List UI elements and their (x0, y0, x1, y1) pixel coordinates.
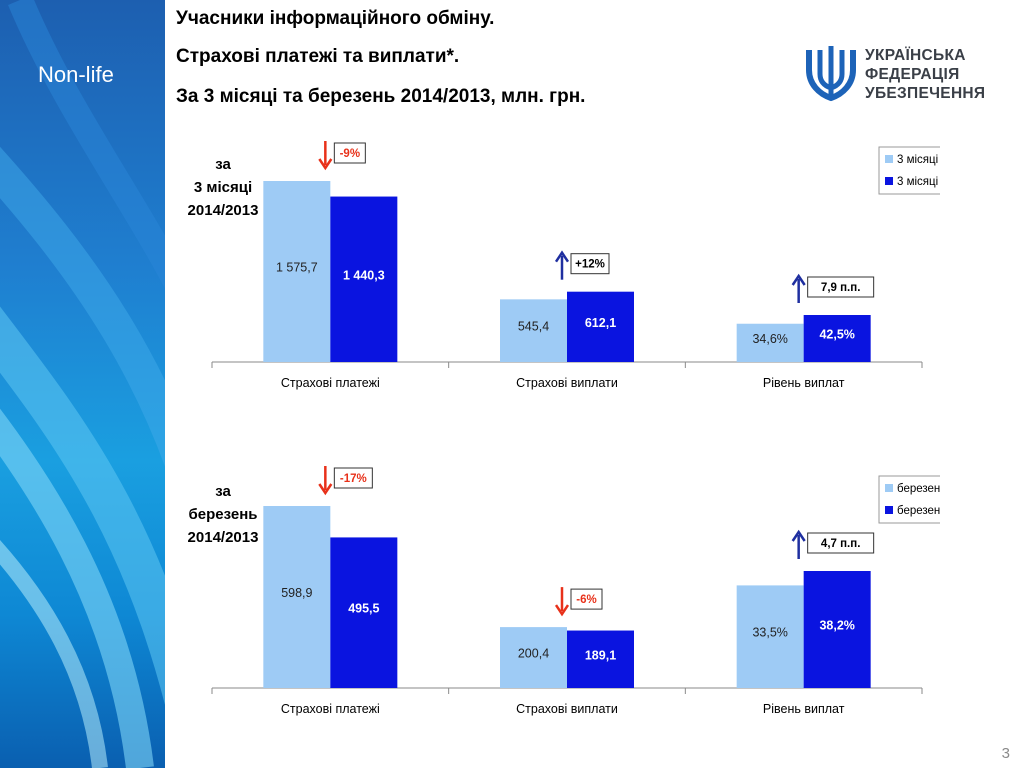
title-line-1: Учасники інформаційного обміну. (176, 8, 495, 29)
arrow-up-head-icon (791, 273, 806, 286)
bar (500, 627, 567, 688)
change-label: +12% (575, 259, 605, 271)
logo-text-line: УБЕЗПЕЧЕННЯ (865, 85, 986, 102)
data-label: 1 440,3 (343, 268, 385, 282)
legend-box (878, 146, 940, 195)
bar (500, 299, 567, 362)
change-box (570, 588, 603, 610)
chart-3-months-svg: Страхові платежі 1 575,7 1 440,3 -9% Страхов… (211, 141, 940, 390)
legend-box (878, 475, 940, 524)
data-label: 189,1 (585, 648, 616, 662)
bar (803, 571, 871, 688)
data-label: 598,9 (281, 586, 312, 600)
legend-swatch (885, 155, 893, 163)
title-line-3: За 3 місяці та березень 2014/2013, млн. … (176, 86, 586, 107)
arrow-up-head-icon (554, 250, 570, 263)
change-label: 4,7 п.п. (821, 538, 860, 550)
period-label-line: за (215, 156, 231, 173)
section-label: Non-life (38, 62, 114, 87)
data-label: 33,5% (752, 626, 787, 640)
bar (736, 585, 804, 688)
change-box (807, 532, 875, 554)
category-label: Страхові виплати (516, 702, 618, 716)
change-label: -9% (340, 148, 360, 160)
sidebar-decoration: Non-life (0, 0, 165, 768)
arrow-down-head-icon (318, 483, 333, 496)
bar (263, 506, 331, 688)
period-label-line: 2014/2013 (187, 202, 259, 219)
arrow-up-head-icon (791, 529, 806, 542)
legend-swatch (885, 177, 893, 185)
change-box (807, 276, 875, 298)
page-number: 3 (1001, 745, 1010, 762)
period-label-march: за березень 2014/2013 (180, 480, 266, 549)
legend-swatch (885, 484, 893, 492)
bar (567, 291, 634, 362)
change-label: 7,9 п.п. (821, 282, 860, 294)
category-label: Рівень виплат (763, 702, 845, 716)
chart-march-svg: Страхові платежі 598,9 495,5 -17% Страхові в… (211, 466, 940, 716)
change-box (570, 253, 610, 275)
logo-text: УКРАЇНСЬКА ФЕДЕРАЦІЯ УБЕЗПЕЧЕННЯ (865, 46, 985, 103)
category-label: Страхові платежі (281, 702, 380, 716)
change-label: -17% (340, 473, 367, 485)
data-label: 34,6% (752, 332, 787, 346)
category-label: Рівень виплат (763, 376, 845, 390)
data-label: 42,5% (819, 328, 854, 342)
bar (803, 315, 871, 362)
period-label-line: за (215, 483, 231, 500)
bar (736, 323, 804, 362)
arrow-down-head-icon (318, 158, 333, 171)
chart-march: Страхові платежі 598,9 495,5 -17% Страхові в… (170, 400, 940, 730)
federation-logo-icon (806, 46, 856, 102)
legend-label: 3 місяці 2013 р. (897, 154, 940, 166)
category-label: Страхові виплати (516, 376, 618, 390)
period-label-line: 3 місяці (193, 179, 253, 196)
data-label: 612,1 (585, 316, 616, 330)
legend-label: 3 місяці 2014 р. (897, 176, 940, 188)
data-label: 545,4 (518, 320, 549, 334)
period-label-line: березень (188, 506, 258, 523)
change-box (333, 467, 373, 489)
data-label: 495,5 (348, 602, 379, 616)
legend-swatch (885, 506, 893, 514)
period-label-line: 2014/2013 (187, 529, 259, 546)
bar (263, 181, 331, 362)
title-line-2: Страхові платежі та виплати*. (176, 46, 460, 67)
data-label: 38,2% (819, 619, 854, 633)
bar (330, 537, 398, 688)
data-label: 1 575,7 (276, 261, 318, 275)
legend-label: березень 2013 р. (897, 483, 940, 495)
change-box (333, 142, 366, 164)
change-label: -6% (576, 594, 596, 606)
chart-3-months: Страхові платежі 1 575,7 1 440,3 -9% Страхов… (170, 70, 940, 400)
logo-text-line: УКРАЇНСЬКА (865, 47, 966, 64)
category-label: Страхові платежі (281, 376, 380, 390)
logo-text-line: ФЕДЕРАЦІЯ (865, 66, 960, 83)
legend-label: березень 2014 р. (897, 505, 940, 517)
sidebar-swoosh-graphic (0, 0, 165, 768)
bar (567, 630, 634, 688)
data-label: 200,4 (518, 647, 549, 661)
bar (330, 196, 398, 362)
arrow-down-head-icon (554, 604, 570, 617)
period-label-3-months: за 3 місяці 2014/2013 (180, 153, 266, 222)
